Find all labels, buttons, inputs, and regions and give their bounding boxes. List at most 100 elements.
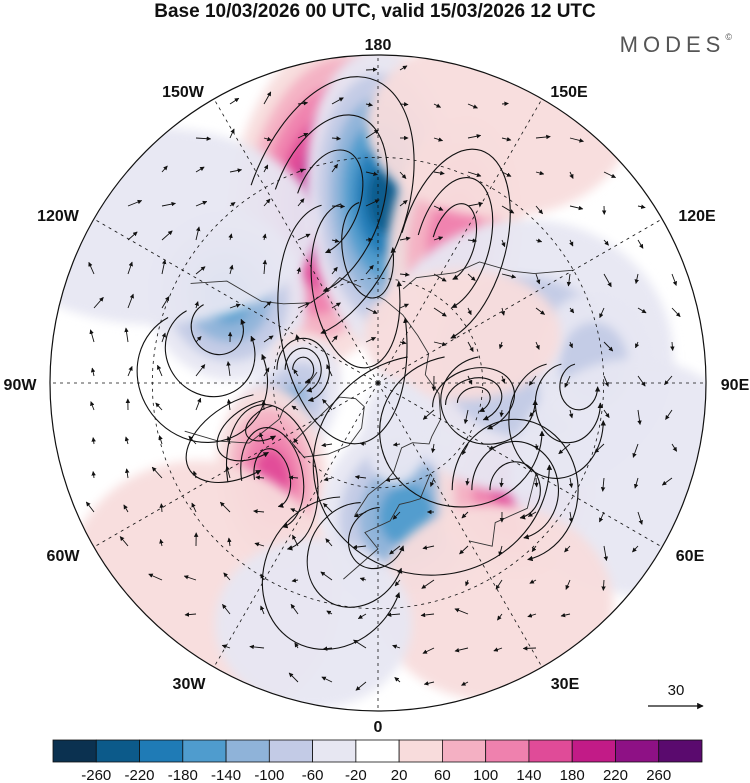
streamline [164,310,256,398]
map-title: Base 10/03/2026 00 UTC, valid 15/03/2026… [154,1,596,22]
wind-vector [569,239,574,247]
copyright-mark: © [725,32,732,42]
wind-vector [293,369,299,377]
wind-vector [568,511,574,523]
streamline [185,394,262,484]
wind-vector [183,575,197,581]
wind-vector [127,293,134,309]
wind-vector [501,205,515,214]
wind-vector [263,367,270,377]
wind-vector [399,303,409,309]
wind-vector [88,261,95,275]
streamline [534,363,604,444]
wind-vector [297,302,311,309]
label-90e: 90E [721,377,750,394]
wind-vector [529,409,537,417]
wind-vector [161,230,173,241]
meridian-line [93,218,379,384]
wind-vector [323,502,333,513]
wind-vector [497,613,503,621]
streamline [226,404,319,551]
wind-vector [226,435,232,445]
streamline [451,418,579,562]
wind-vector [229,97,240,105]
colorbar-label: -20 [345,767,367,783]
wind-vector [184,612,197,617]
wind-vector [221,644,231,649]
wind-vector [259,432,265,445]
wind-vector [433,103,442,108]
streamline [445,377,503,421]
wind-vector [465,477,470,486]
wind-vector [461,511,469,519]
wind-vector [495,579,503,590]
wind-vector [637,204,646,209]
colorbar-swatch [182,739,227,763]
wind-vector [433,170,445,176]
wind-vector [467,375,473,385]
colorbar-label: -100 [254,767,284,783]
wind-vector [195,200,208,207]
wind-vector [288,672,299,683]
wind-vector [191,502,197,513]
wind-vector [148,573,163,581]
streamline [432,367,515,430]
wind-vector [219,501,231,513]
wind-vector [501,101,509,107]
wind-vector [293,438,299,445]
label-60w: 60W [47,548,81,565]
wind-vector [222,604,231,615]
wind-vector [263,198,271,207]
colorbar-swatch [52,739,97,763]
label-60e: 60E [676,548,705,565]
streamline [432,203,478,280]
colorbar-label: -220 [125,767,155,783]
wind-vector [365,307,378,314]
wind-vector [195,226,201,241]
wind-vector [291,578,299,583]
wind-vector [522,646,537,651]
wind-vector [127,199,143,207]
wind-vector [399,199,408,207]
wind-vector [124,436,130,445]
wind-vector [331,335,338,343]
wind-vector [331,97,344,105]
wind-vector [331,266,338,275]
wind-vector [260,573,265,581]
wind-vector [501,171,512,177]
streamline [312,356,553,576]
wind-vector [354,474,367,480]
wind-vector [331,136,341,141]
wind-vector [365,102,373,107]
wind-vector [161,201,176,207]
wind-vector [420,612,435,618]
wind-vector [499,409,504,418]
anomaly-cell [362,378,429,484]
wind-vector [558,443,571,455]
streamline [292,356,315,384]
wind-vector [93,296,104,309]
wind-vector [331,238,340,243]
wind-vector [603,239,609,246]
streamline [306,501,403,608]
wind-vector [365,129,379,139]
wind-vector [603,409,610,418]
wind-vector [249,644,265,650]
wind-vector [637,409,642,426]
wind-vector [560,612,571,618]
wind-vector [389,545,401,555]
wind-vector [603,545,609,562]
wind-vector [195,336,202,343]
wind-vector [91,437,96,445]
wind-vector [355,681,367,691]
colorbar-label: 260 [646,767,671,783]
wind-vector [399,171,407,179]
streamline [456,386,491,413]
colorbar-swatch [139,739,184,763]
wind-vector [467,201,484,207]
wind-vector [423,681,435,686]
wind-vector [632,545,639,553]
label-120w: 120W [37,208,80,225]
wind-vector [119,536,129,547]
